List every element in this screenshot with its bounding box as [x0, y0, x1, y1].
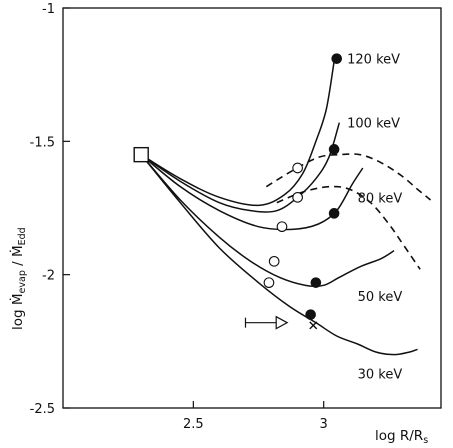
series-line — [140, 122, 341, 213]
open-circle-marker — [292, 162, 303, 174]
series-labels: 120 keV 100 keV 80 keV 50 keV 30 keV — [347, 53, 402, 383]
start-square-marker — [133, 146, 149, 163]
y-tick-label: -2.5 — [30, 402, 55, 417]
filled-circle-marker — [305, 309, 316, 320]
series-line — [140, 61, 335, 207]
x-tick-label: 3 — [320, 417, 328, 432]
filled-circle-marker — [310, 277, 322, 288]
filled-circle-marker — [328, 144, 340, 155]
y-tick-label: -1 — [42, 2, 55, 17]
series-label: 50 keV — [358, 290, 403, 305]
series-line — [140, 154, 418, 356]
dashed-curves — [265, 153, 432, 270]
markers — [133, 53, 343, 330]
dashed-curve — [265, 153, 432, 201]
ticks: 2.5 3 -1 -1.5 -2 -2.5 — [30, 2, 328, 432]
series-label: 100 keV — [347, 117, 400, 132]
open-circle-marker — [276, 221, 288, 233]
x-tick-label: 2.5 — [183, 417, 204, 432]
cross-marker-b — [309, 321, 318, 330]
y-axis-label: log Ṁevap / ṀEdd — [8, 227, 28, 330]
filled-circle-marker — [328, 208, 340, 219]
series-line — [140, 154, 395, 288]
series-curves — [140, 61, 418, 356]
y-tick-label: -2 — [42, 269, 55, 284]
open-circle-marker — [292, 191, 303, 203]
open-circle-marker — [263, 277, 275, 289]
series-label: 120 keV — [347, 53, 400, 68]
plot-frame — [62, 7, 442, 409]
x-axis-label: log R/Rs — [375, 428, 428, 446]
arrow-head — [275, 315, 289, 330]
filled-circle-marker — [331, 53, 343, 64]
y-tick-label: -1.5 — [30, 135, 55, 150]
series-label: 30 keV — [358, 367, 403, 382]
series-label: 80 keV — [358, 191, 403, 206]
series-line — [140, 154, 364, 231]
open-circle-marker — [268, 255, 280, 267]
